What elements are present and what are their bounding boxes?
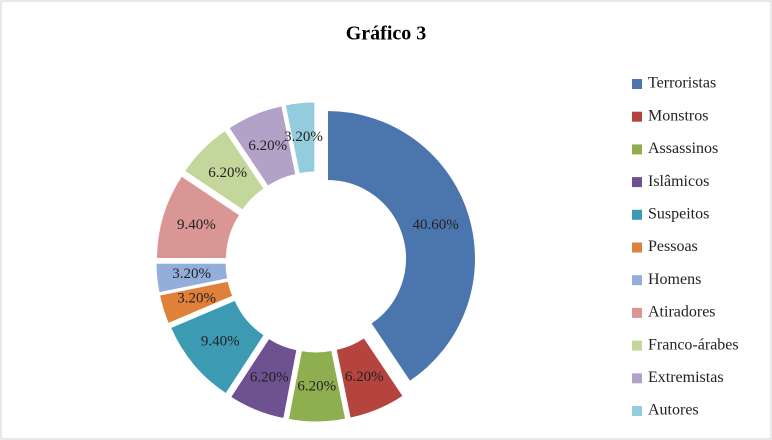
legend-swatch — [632, 275, 642, 286]
legend-label: Atiradores — [648, 304, 716, 321]
data-label: 9.40% — [201, 334, 240, 350]
legend-swatch — [632, 111, 642, 122]
data-label: 6.20% — [297, 378, 336, 394]
legend-swatch — [632, 406, 642, 416]
legend-swatch — [632, 307, 642, 318]
legend-swatch — [632, 209, 642, 220]
slice — [158, 280, 234, 325]
data-label: 6.20% — [250, 369, 289, 385]
slice — [335, 337, 404, 419]
legend-swatch — [632, 144, 642, 155]
data-label: 6.20% — [345, 369, 384, 385]
legend-label: Suspeitos — [648, 205, 709, 222]
data-label: 3.20% — [284, 129, 323, 145]
slice — [155, 262, 229, 294]
data-label: 6.20% — [248, 138, 287, 154]
data-label: 6.20% — [208, 165, 247, 181]
slice — [156, 175, 241, 260]
slice — [169, 299, 265, 395]
legend-label: Terroristas — [648, 75, 716, 92]
chart-title: Gráfico 3 — [346, 23, 427, 45]
data-label: 9.40% — [177, 217, 216, 233]
legend-label: Islâmicos — [648, 173, 709, 190]
data-label: 3.20% — [177, 291, 216, 307]
slice — [228, 105, 297, 187]
legend-swatch — [632, 242, 642, 253]
legend-swatch — [632, 177, 642, 188]
slice — [284, 101, 316, 175]
legend-label: Extremistas — [648, 369, 724, 386]
legend-label: Autores — [648, 402, 699, 419]
legend-label: Assassinos — [648, 140, 718, 157]
slice — [229, 337, 298, 420]
legend-swatch — [632, 79, 642, 89]
data-label: 40.60% — [412, 217, 458, 233]
slice — [183, 129, 265, 211]
slice — [287, 349, 347, 423]
legend-swatch — [632, 340, 642, 351]
legend-label: Pessoas — [648, 238, 698, 255]
legend-label: Homens — [648, 271, 701, 288]
legend-label: Franco-árabes — [648, 336, 739, 353]
data-label: 3.20% — [172, 266, 211, 282]
legend-swatch — [632, 373, 642, 384]
legend-label: Monstros — [648, 107, 708, 124]
slice — [326, 110, 476, 383]
